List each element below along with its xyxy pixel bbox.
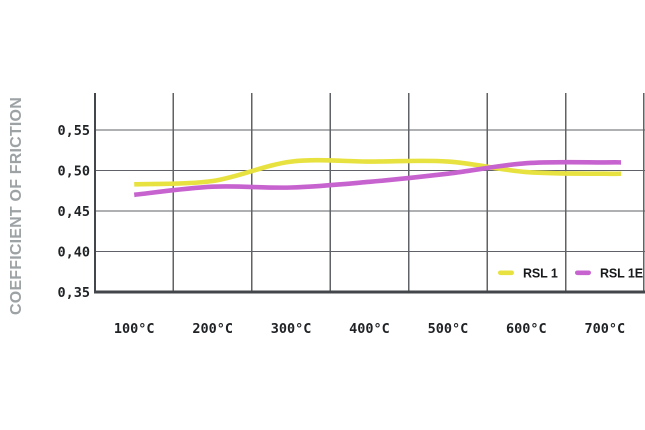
y-tick-label: 0,40: [57, 244, 90, 260]
y-tick-label: 0,45: [57, 204, 90, 220]
y-tick-label: 0,55: [57, 123, 90, 139]
x-tick-label: 400°C: [349, 321, 390, 337]
x-tick-label: 300°C: [271, 321, 312, 337]
legend-label-rsl1: RSL 1: [523, 267, 558, 281]
legend: RSL 1 RSL 1E: [498, 267, 643, 281]
rsl1e-swatch-icon: [575, 270, 591, 276]
rsl1-swatch-icon: [498, 270, 514, 276]
x-tick-label: 100°C: [114, 321, 155, 337]
x-tick-label: 200°C: [192, 321, 233, 337]
y-tick-labels: 0,55 0,50 0,45 0,40 0,35: [57, 123, 90, 301]
x-tick-label: 600°C: [506, 321, 547, 337]
series-group: [133, 157, 622, 198]
y-tick-label: 0,35: [57, 285, 90, 301]
rsl1-series-line: [134, 157, 622, 187]
y-tick-label: 0,50: [57, 163, 90, 179]
rsl1e-series-line: [133, 159, 622, 198]
x-tick-label: 700°C: [584, 321, 625, 337]
legend-item-rsl1e: RSL 1E: [575, 267, 643, 281]
grid: [93, 93, 645, 294]
x-tick-labels: 100°C 200°C 300°C 400°C 500°C 600°C 700°…: [114, 321, 625, 337]
legend-item-rsl1: RSL 1: [498, 267, 558, 281]
x-tick-label: 500°C: [428, 321, 469, 337]
legend-label-rsl1e: RSL 1E: [600, 267, 643, 281]
